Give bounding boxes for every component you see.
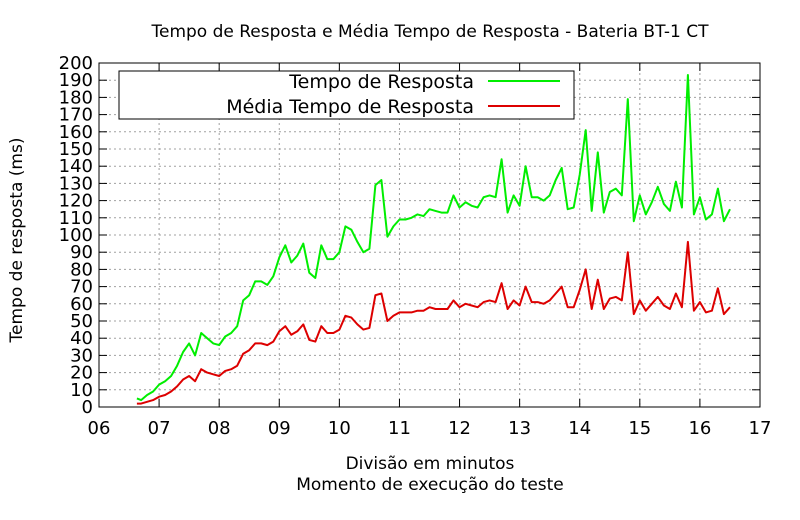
y-tick-label: 170 [59, 105, 93, 126]
x-tick-label: 11 [388, 418, 411, 439]
x-tick-label: 08 [208, 418, 231, 439]
legend: Tempo de Resposta Média Tempo de Resposta [118, 70, 575, 120]
chart-title: Tempo de Resposta e Média Tempo de Respo… [150, 22, 709, 42]
y-tick-label: 50 [70, 311, 93, 332]
y-tick-label: 90 [70, 242, 93, 263]
legend-box [118, 70, 575, 120]
y-tick-label: 70 [70, 277, 93, 298]
x-tick-label: 16 [688, 418, 711, 439]
series-group [136, 74, 731, 405]
x-tick-label: 15 [628, 418, 651, 439]
y-tick-label: 190 [59, 70, 93, 91]
y-tick-label: 40 [70, 328, 93, 349]
x-tick-label: 06 [88, 418, 111, 439]
y-tick-label: 160 [59, 122, 93, 143]
x-axis-label-line-2: Momento de execução do teste [296, 475, 564, 495]
x-tick-label: 07 [148, 418, 171, 439]
y-tick-label: 100 [59, 225, 93, 246]
x-axis-label-line-1: Divisão em minutos [346, 454, 515, 474]
y-tick-label: 110 [59, 208, 93, 229]
y-tick-label: 30 [70, 345, 93, 366]
y-tick-label: 60 [70, 294, 93, 315]
x-tick-label: 14 [568, 418, 591, 439]
y-tick-label: 80 [70, 259, 93, 280]
x-tick-label: 13 [508, 418, 531, 439]
y-tick-label: 20 [70, 363, 93, 384]
y-tick-label: 10 [70, 380, 93, 401]
x-tick-label: 17 [749, 418, 772, 439]
y-tick-label: 140 [59, 156, 93, 177]
axis-ticks: 0102030405060708090100110120130140150160… [59, 53, 772, 439]
x-tick-label: 10 [328, 418, 351, 439]
y-tick-label: 130 [59, 173, 93, 194]
legend-label-1: Média Tempo de Resposta [226, 96, 474, 118]
series-line-0 [136, 74, 731, 402]
legend-label-0: Tempo de Resposta [288, 71, 474, 93]
y-tick-label: 0 [82, 397, 93, 418]
y-tick-label: 150 [59, 139, 93, 160]
y-tick-label: 180 [59, 87, 93, 108]
series-line-1 [136, 240, 731, 405]
x-tick-label: 09 [268, 418, 291, 439]
y-axis-label: Tempo de resposta (ms) [7, 138, 27, 344]
y-tick-label: 120 [59, 191, 93, 212]
y-tick-label: 200 [59, 53, 93, 74]
x-tick-label: 12 [448, 418, 471, 439]
